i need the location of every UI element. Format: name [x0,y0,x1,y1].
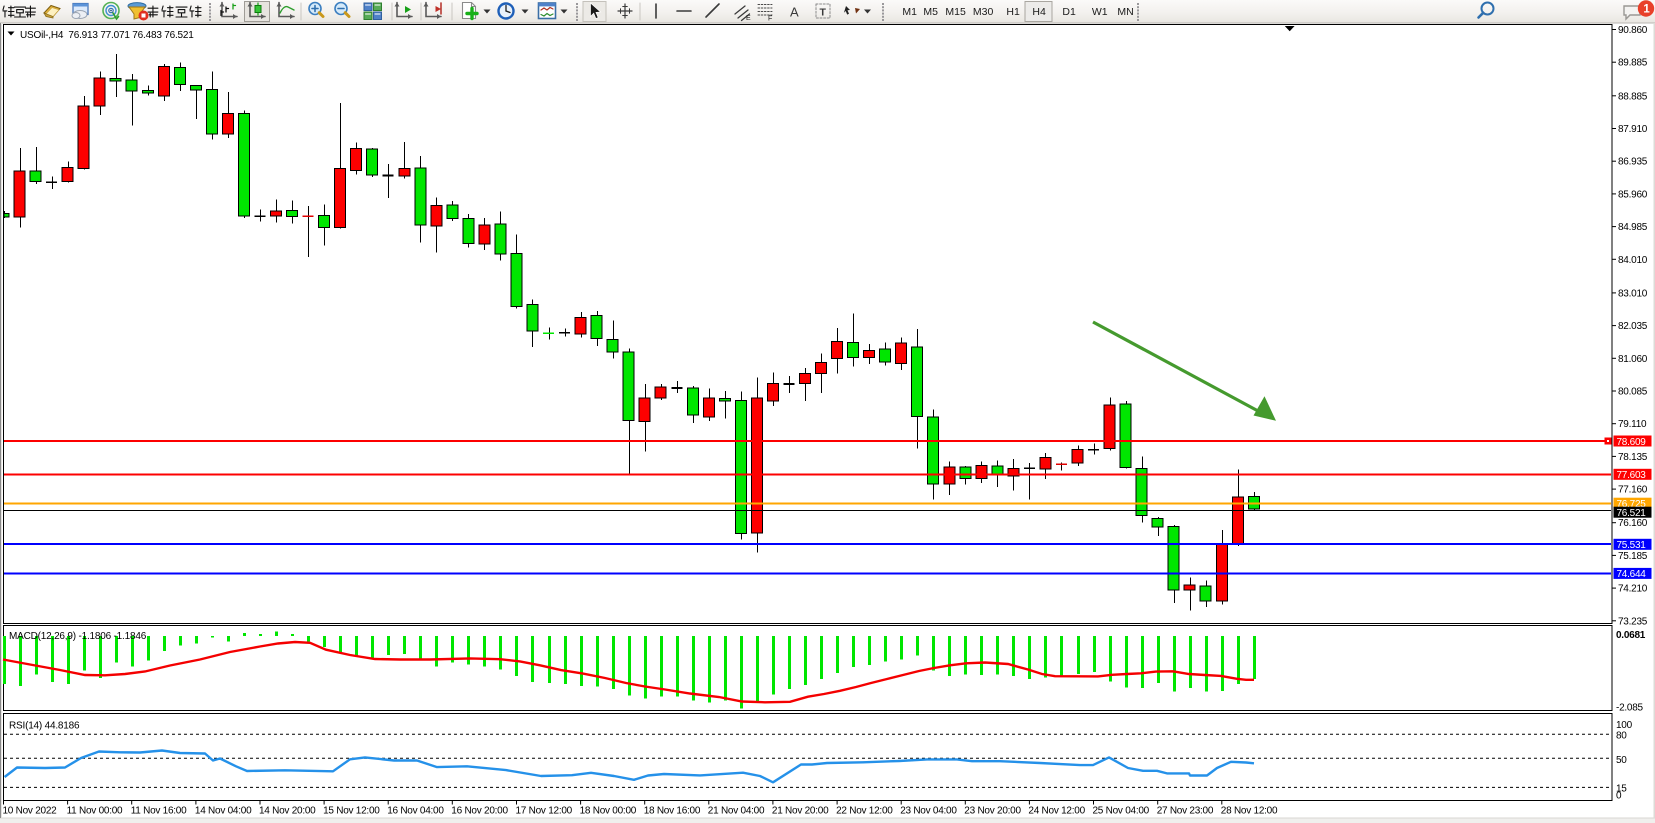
svg-text:15: 15 [1616,783,1627,794]
svg-text:84.985: 84.985 [1618,222,1648,233]
svg-text:22 Nov 12:00: 22 Nov 12:00 [836,806,893,817]
svg-text:RSI(14) 44.8186: RSI(14) 44.8186 [9,721,80,732]
svg-text:14 Nov 04:00: 14 Nov 04:00 [195,806,252,817]
svg-text:16 Nov 20:00: 16 Nov 20:00 [451,806,508,817]
svg-text:D1: D1 [1062,6,1076,18]
svg-text:86.935: 86.935 [1618,157,1648,168]
svg-text:90.860: 90.860 [1618,25,1648,36]
svg-text:89.885: 89.885 [1618,58,1648,69]
svg-text:18 Nov 00:00: 18 Nov 00:00 [580,806,637,817]
svg-text:87.910: 87.910 [1618,124,1648,135]
svg-text:W1: W1 [1092,6,1108,18]
svg-text:H1: H1 [1006,6,1020,18]
svg-text:14 Nov 20:00: 14 Nov 20:00 [259,806,316,817]
svg-text:28 Nov 12:00: 28 Nov 12:00 [1221,806,1278,817]
svg-text:81.060: 81.060 [1618,354,1648,365]
svg-text:80.085: 80.085 [1618,387,1648,398]
svg-text:50: 50 [1616,755,1627,766]
svg-text:F: F [768,16,772,23]
svg-text:11 Nov 00:00: 11 Nov 00:00 [67,806,123,817]
svg-text:80: 80 [1616,731,1627,742]
svg-text:0: 0 [1616,790,1622,801]
svg-text:21 Nov 04:00: 21 Nov 04:00 [708,806,765,817]
svg-text:25 Nov 04:00: 25 Nov 04:00 [1093,806,1150,817]
svg-text:1: 1 [1643,4,1650,16]
svg-text:-2.085: -2.085 [1616,703,1644,714]
svg-text:A: A [790,5,799,20]
svg-text:17 Nov 12:00: 17 Nov 12:00 [516,806,573,817]
svg-text:MN: MN [1117,6,1133,18]
svg-text:21 Nov 20:00: 21 Nov 20:00 [772,806,829,817]
svg-text:0.0681: 0.0681 [1616,630,1646,641]
svg-text:82.035: 82.035 [1618,321,1648,332]
svg-text:74.644: 74.644 [1617,569,1647,580]
svg-text:84.010: 84.010 [1618,255,1648,266]
svg-text:H4: H4 [1032,6,1046,18]
svg-text:78.135: 78.135 [1618,452,1648,463]
svg-text:77.160: 77.160 [1618,485,1648,496]
svg-text:E: E [746,15,751,22]
svg-text:76.160: 76.160 [1618,518,1648,529]
svg-text:MACD(12,26,9) -1.1806 -1.1846: MACD(12,26,9) -1.1806 -1.1846 [9,631,147,642]
svg-text:T: T [820,7,827,19]
svg-text:M1: M1 [902,6,917,18]
svg-text:76.725: 76.725 [1617,499,1647,510]
svg-text:76.521: 76.521 [1617,508,1647,519]
svg-text:73.235: 73.235 [1618,616,1648,627]
svg-text:16 Nov 04:00: 16 Nov 04:00 [387,806,444,817]
svg-text:74.210: 74.210 [1618,584,1648,595]
svg-text:75.185: 75.185 [1618,551,1648,562]
svg-text:27 Nov 23:00: 27 Nov 23:00 [1157,806,1214,817]
svg-text:18 Nov 16:00: 18 Nov 16:00 [644,806,701,817]
svg-text:USOil-,H4 76.913 77.071 76.48: USOil-,H4 76.913 77.071 76.483 76.521 [20,30,194,41]
svg-text:100: 100 [1616,720,1633,731]
svg-text:83.010: 83.010 [1618,288,1648,299]
svg-text:75.531: 75.531 [1617,540,1647,551]
svg-text:77.603: 77.603 [1617,470,1647,481]
svg-text:78.609: 78.609 [1617,437,1647,448]
svg-text:10 Nov 2022: 10 Nov 2022 [3,806,58,817]
svg-text:88.885: 88.885 [1618,91,1648,102]
svg-text:M5: M5 [923,6,938,18]
svg-text:15 Nov 12:00: 15 Nov 12:00 [323,806,380,817]
svg-text:M30: M30 [973,6,994,18]
svg-text:M15: M15 [945,6,966,18]
svg-text:79.110: 79.110 [1618,419,1647,430]
svg-text:23 Nov 04:00: 23 Nov 04:00 [900,806,957,817]
svg-text:85.960: 85.960 [1618,189,1648,200]
svg-text:11 Nov 16:00: 11 Nov 16:00 [131,806,187,817]
svg-text:23 Nov 20:00: 23 Nov 20:00 [964,806,1021,817]
svg-text:24 Nov 12:00: 24 Nov 12:00 [1028,806,1085,817]
